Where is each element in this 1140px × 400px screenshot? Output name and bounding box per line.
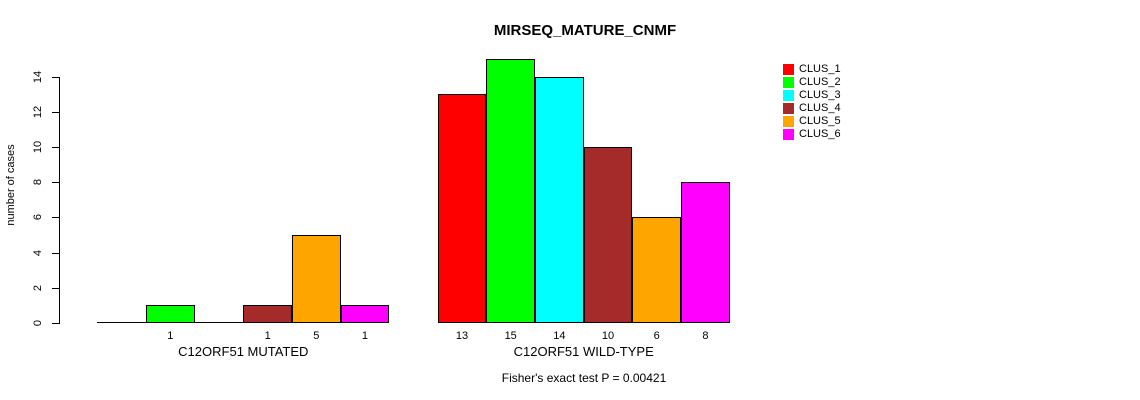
legend-swatch	[783, 129, 794, 140]
bar-value-label: 5	[313, 330, 320, 342]
y-tick	[52, 252, 59, 254]
legend-label: CLUS_4	[799, 102, 841, 114]
bar-value-label: 10	[601, 330, 615, 342]
group-label: C12ORF51 WILD-TYPE	[513, 344, 654, 359]
bar	[437, 94, 487, 323]
y-axis-line	[59, 76, 60, 324]
y-tick	[52, 182, 59, 184]
bar	[535, 76, 584, 323]
bar	[194, 322, 244, 323]
legend-swatch	[783, 77, 794, 88]
group-label: C12ORF51 MUTATED	[178, 344, 309, 359]
legend-swatch	[783, 116, 794, 127]
bar	[632, 217, 682, 323]
bar	[583, 147, 633, 323]
legend-label: CLUS_3	[799, 89, 841, 101]
y-tick	[52, 323, 59, 324]
y-tick	[52, 111, 59, 113]
y-tick-label: 4	[32, 249, 44, 256]
bar-value-label: 15	[504, 330, 517, 342]
bar-value-label: 14	[553, 330, 566, 342]
y-tick	[52, 287, 59, 289]
bar-value-label: 1	[167, 330, 174, 342]
legend-item: CLUS_5	[783, 115, 841, 128]
legend-label: CLUS_5	[799, 115, 841, 127]
legend-item: CLUS_6	[783, 128, 841, 141]
legend: CLUS_1 CLUS_2 CLUS_3 CLUS_4 CLUS_5 CLUS_6	[783, 63, 841, 141]
y-tick-label: 2	[32, 284, 44, 291]
legend-label: CLUS_6	[799, 128, 841, 140]
legend-item: CLUS_4	[783, 102, 841, 115]
y-tick	[52, 217, 59, 219]
legend-label: CLUS_1	[799, 63, 841, 75]
y-tick-label: 10	[32, 140, 44, 154]
legend-item: CLUS_1	[783, 63, 841, 76]
bar	[681, 182, 730, 323]
y-tick-label: 0	[32, 319, 44, 327]
bar-value-label: 13	[455, 330, 469, 342]
y-tick	[52, 147, 59, 148]
bar-value-label: 6	[653, 330, 660, 342]
legend-swatch	[783, 103, 794, 114]
bar-value-label: 8	[702, 330, 709, 342]
legend-item: CLUS_3	[783, 89, 841, 102]
y-tick-label: 6	[32, 214, 44, 221]
legend-swatch	[783, 64, 794, 75]
legend-label: CLUS_2	[799, 76, 841, 88]
bar	[243, 305, 292, 323]
bar-value-label: 1	[361, 330, 369, 342]
legend-item: CLUS_2	[783, 76, 841, 89]
y-tick-label: 14	[32, 70, 44, 83]
bar	[486, 59, 536, 323]
y-tick-label: 12	[32, 105, 44, 118]
bar	[291, 235, 341, 323]
bar	[340, 305, 390, 323]
bar	[145, 305, 195, 323]
y-tick-label: 8	[32, 179, 44, 186]
chart-title: MIRSEQ_MATURE_CNMF	[493, 22, 677, 39]
bar	[97, 322, 146, 323]
y-tick	[52, 76, 59, 78]
bar-value-label: 1	[264, 330, 271, 342]
legend-swatch	[783, 90, 794, 101]
footnote: Fisher's exact test P = 0.00421	[501, 371, 667, 385]
